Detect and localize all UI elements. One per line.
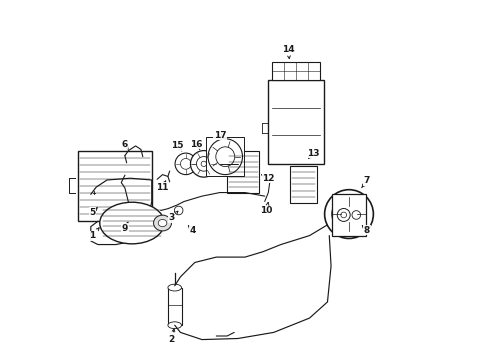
Bar bbox=[168, 288, 181, 325]
Ellipse shape bbox=[168, 284, 181, 291]
Ellipse shape bbox=[153, 215, 172, 231]
Text: 13: 13 bbox=[307, 149, 319, 158]
Ellipse shape bbox=[100, 202, 164, 244]
Circle shape bbox=[180, 158, 191, 169]
Text: 16: 16 bbox=[190, 140, 203, 149]
Text: 5: 5 bbox=[90, 208, 97, 217]
Circle shape bbox=[175, 153, 196, 175]
Bar bbox=[227, 151, 259, 193]
Bar bbox=[269, 80, 324, 164]
Circle shape bbox=[191, 150, 217, 177]
Text: 10: 10 bbox=[260, 202, 273, 215]
Text: 14: 14 bbox=[282, 45, 294, 59]
Ellipse shape bbox=[158, 220, 167, 226]
Text: 15: 15 bbox=[171, 141, 183, 151]
Ellipse shape bbox=[208, 139, 243, 175]
Text: 8: 8 bbox=[362, 226, 370, 235]
Text: 1: 1 bbox=[90, 228, 99, 240]
Circle shape bbox=[332, 197, 366, 231]
Bar bbox=[272, 62, 320, 80]
Circle shape bbox=[341, 212, 346, 218]
Bar bbox=[206, 137, 245, 176]
Text: 4: 4 bbox=[188, 226, 196, 235]
Circle shape bbox=[352, 211, 361, 219]
Text: 12: 12 bbox=[262, 174, 274, 183]
Circle shape bbox=[201, 161, 206, 167]
Circle shape bbox=[341, 206, 357, 222]
Text: 11: 11 bbox=[156, 181, 169, 192]
Circle shape bbox=[337, 208, 350, 221]
Bar bbox=[78, 151, 152, 221]
Text: 2: 2 bbox=[169, 329, 175, 344]
Ellipse shape bbox=[168, 322, 181, 329]
Text: 17: 17 bbox=[214, 131, 226, 140]
Circle shape bbox=[174, 206, 183, 215]
Bar bbox=[290, 166, 317, 203]
Text: 3: 3 bbox=[169, 211, 178, 222]
Ellipse shape bbox=[216, 147, 235, 167]
Bar bbox=[332, 194, 366, 235]
Circle shape bbox=[135, 229, 140, 235]
Circle shape bbox=[324, 190, 373, 238]
Circle shape bbox=[196, 157, 211, 171]
Text: 7: 7 bbox=[362, 176, 370, 188]
Text: 6: 6 bbox=[122, 140, 128, 149]
Text: 9: 9 bbox=[122, 222, 128, 233]
